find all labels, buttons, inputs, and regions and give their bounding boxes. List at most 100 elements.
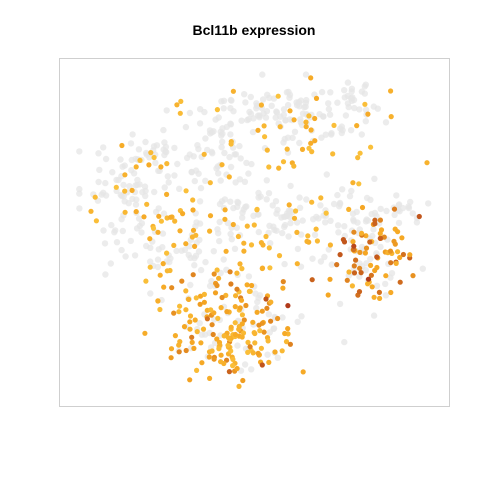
expressed-cell-point bbox=[306, 113, 312, 119]
background-cell-point bbox=[285, 233, 292, 240]
background-cell-point bbox=[171, 144, 178, 152]
expressed-cell-point bbox=[247, 288, 253, 294]
expressed-cell-point bbox=[309, 199, 315, 205]
expressed-cell-point bbox=[416, 213, 422, 220]
background-cell-point bbox=[255, 211, 262, 218]
background-cell-point bbox=[214, 226, 221, 233]
expressed-cell-point bbox=[230, 221, 236, 228]
expressed-cell-point bbox=[122, 188, 128, 194]
expressed-cell-point bbox=[155, 298, 161, 304]
background-cell-point bbox=[127, 237, 134, 245]
background-cell-point bbox=[291, 128, 299, 135]
background-cell-point bbox=[210, 248, 217, 255]
expressed-cell-point bbox=[334, 262, 340, 268]
background-cell-point bbox=[371, 175, 378, 182]
background-cell-point bbox=[236, 176, 244, 183]
background-cell-point bbox=[370, 103, 377, 110]
expressed-cell-point bbox=[293, 208, 299, 214]
expressed-cell-point bbox=[158, 218, 164, 224]
expressed-cell-point bbox=[200, 326, 207, 332]
expressed-cell-point bbox=[177, 339, 183, 345]
background-cell-point bbox=[118, 216, 125, 223]
expressed-cell-point bbox=[362, 250, 368, 256]
background-cell-point bbox=[253, 100, 260, 107]
background-cell-point bbox=[206, 282, 214, 290]
expressed-cell-point bbox=[357, 265, 363, 271]
background-cell-point bbox=[232, 151, 240, 158]
expressed-cell-point bbox=[88, 208, 94, 214]
background-cell-point bbox=[197, 184, 205, 192]
background-cell-point bbox=[202, 135, 209, 142]
background-cell-point bbox=[215, 170, 222, 177]
background-cell-point bbox=[76, 190, 83, 197]
background-cell-point bbox=[341, 223, 348, 230]
background-cell-point bbox=[108, 221, 115, 229]
expressed-cell-point bbox=[122, 209, 128, 215]
background-cell-point bbox=[191, 262, 198, 269]
expressed-cell-point bbox=[177, 303, 183, 309]
expressed-cell-point bbox=[187, 377, 193, 383]
expressed-cell-point bbox=[359, 204, 366, 211]
expressed-cell-point bbox=[356, 181, 362, 187]
expressed-cell-point bbox=[266, 359, 272, 365]
expressed-cell-point bbox=[214, 336, 220, 342]
background-cell-point bbox=[227, 96, 235, 104]
background-cell-point bbox=[218, 144, 225, 151]
expressed-cell-point bbox=[133, 209, 139, 215]
expressed-cell-point bbox=[291, 117, 297, 123]
background-cell-point bbox=[208, 277, 215, 285]
expressed-cell-point bbox=[206, 354, 212, 360]
expressed-cell-point bbox=[258, 345, 264, 351]
background-cell-point bbox=[197, 266, 205, 274]
expressed-cell-point bbox=[397, 279, 403, 285]
expressed-cell-point bbox=[211, 271, 217, 277]
expressed-cell-point bbox=[300, 369, 306, 375]
expressed-cell-point bbox=[391, 206, 398, 212]
expressed-cell-point bbox=[351, 243, 357, 249]
background-cell-point bbox=[342, 112, 350, 119]
background-cell-point bbox=[227, 230, 234, 238]
expressed-cell-point bbox=[234, 365, 240, 372]
expressed-cell-point bbox=[308, 75, 314, 81]
background-cell-point bbox=[95, 150, 102, 157]
expressed-cell-point bbox=[357, 249, 363, 255]
expressed-cell-point bbox=[194, 367, 200, 373]
expressed-cell-point bbox=[156, 213, 162, 219]
expressed-cell-point bbox=[377, 217, 383, 223]
expressed-cell-point bbox=[275, 315, 281, 322]
background-cell-point bbox=[344, 79, 352, 86]
background-cell-point bbox=[348, 88, 355, 95]
background-cell-point bbox=[190, 153, 197, 160]
background-cell-point bbox=[377, 243, 384, 251]
background-cell-point bbox=[266, 329, 273, 336]
background-cell-point bbox=[241, 91, 248, 98]
background-cell-point bbox=[318, 134, 325, 141]
expressed-cell-point bbox=[142, 330, 148, 336]
background-cell-point bbox=[160, 210, 168, 217]
expressed-cell-point bbox=[313, 226, 319, 232]
expressed-cell-point bbox=[172, 218, 178, 224]
background-cell-point bbox=[268, 102, 275, 110]
expressed-cell-point bbox=[232, 320, 238, 326]
background-cell-point bbox=[243, 159, 250, 167]
background-cell-point bbox=[191, 177, 198, 185]
expressed-cell-point bbox=[249, 282, 255, 289]
expressed-cell-point bbox=[207, 213, 214, 219]
background-cell-point bbox=[221, 149, 228, 157]
expressed-cell-point bbox=[238, 297, 245, 303]
background-cell-point bbox=[142, 138, 149, 146]
background-cell-point bbox=[95, 178, 102, 186]
expressed-cell-point bbox=[308, 140, 314, 146]
background-cell-point bbox=[100, 227, 107, 234]
expressed-cell-point bbox=[284, 146, 290, 152]
background-cell-point bbox=[336, 300, 344, 308]
background-cell-point bbox=[132, 201, 140, 208]
background-cell-point bbox=[296, 204, 304, 211]
expressed-cell-point bbox=[393, 260, 399, 266]
expressed-cell-point bbox=[407, 252, 413, 258]
background-cell-point bbox=[270, 95, 278, 102]
expressed-cell-point bbox=[388, 260, 394, 266]
expressed-cell-point bbox=[164, 191, 170, 197]
expressed-cell-point bbox=[299, 146, 306, 152]
expressed-cell-point bbox=[176, 309, 182, 315]
